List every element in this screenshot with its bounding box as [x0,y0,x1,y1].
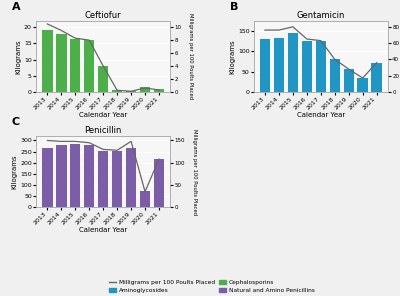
Y-axis label: Kilograms: Kilograms [11,154,17,189]
Title: Gentamicin: Gentamicin [297,11,345,20]
Text: B: B [230,2,238,12]
Y-axis label: Kilograms: Kilograms [229,39,235,74]
Bar [154,159,164,207]
Bar [70,38,80,92]
Bar [56,34,66,92]
Bar [302,41,312,92]
Bar [98,151,108,207]
Bar [42,148,52,207]
Bar [344,69,354,92]
Y-axis label: Milligrams per 100 Poults Placed: Milligrams per 100 Poults Placed [192,128,197,215]
Bar [126,91,136,92]
Title: Ceftiofur: Ceftiofur [85,11,122,20]
Bar [84,40,94,92]
Bar [56,145,66,207]
Bar [154,89,164,92]
Bar [140,87,150,92]
Bar [288,33,298,92]
Bar [98,66,108,92]
Y-axis label: Milligrams per 100 Poults Placed: Milligrams per 100 Poults Placed [188,13,194,99]
Title: Penicillin: Penicillin [84,126,122,135]
Bar [112,151,122,207]
Bar [42,30,52,92]
Bar [358,78,368,92]
Text: C: C [12,117,20,127]
Bar [126,148,136,207]
Legend: Milligrams per 100 Poults Placed, Aminoglycosides, Cephalosporins, Natural and A: Milligrams per 100 Poults Placed, Aminog… [109,280,315,293]
Bar [330,59,340,92]
Bar [140,191,150,207]
Bar [84,145,94,207]
X-axis label: Calendar Year: Calendar Year [297,112,345,118]
Y-axis label: Kilograms: Kilograms [15,39,21,74]
Bar [316,41,326,92]
Bar [260,39,270,92]
Bar [70,144,80,207]
Bar [274,38,284,92]
Bar [372,63,382,92]
Bar [112,90,122,92]
X-axis label: Calendar Year: Calendar Year [79,112,127,118]
Text: A: A [12,2,21,12]
X-axis label: Calendar Year: Calendar Year [79,227,127,234]
